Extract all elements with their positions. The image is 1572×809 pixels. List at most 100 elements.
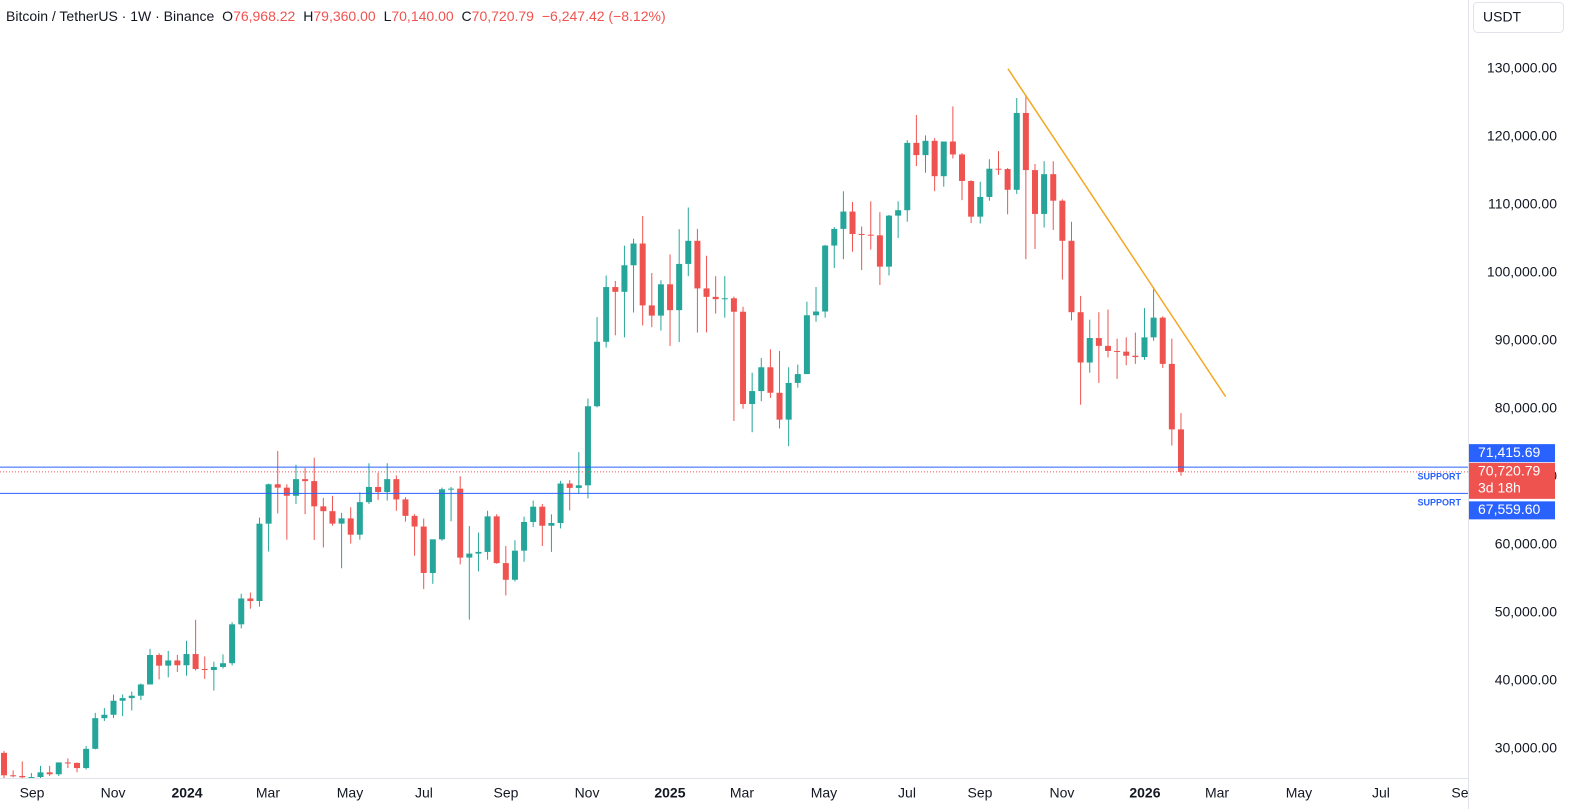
candle-body	[110, 700, 117, 715]
candle-body	[922, 140, 929, 156]
candle-body	[712, 296, 719, 300]
candle-body	[146, 654, 153, 685]
candle-body	[402, 499, 409, 516]
price-tag-label: 67,559.60	[1478, 501, 1540, 517]
candle-body	[302, 479, 309, 482]
x-tick-label: Mar	[730, 785, 754, 801]
candle-body	[19, 775, 26, 778]
candle-body	[630, 243, 637, 266]
plot-area	[1, 68, 1227, 778]
candle-body	[959, 154, 966, 181]
y-tick-label: 130,000.00	[1487, 59, 1557, 75]
candle-body	[429, 539, 436, 573]
candle-body	[238, 598, 245, 625]
x-tick-label: Jul	[415, 785, 433, 801]
x-tick-label: Sep	[20, 785, 45, 801]
candle-body	[895, 210, 902, 216]
candle-body	[949, 141, 956, 155]
y-tick-label: 80,000.00	[1495, 399, 1557, 415]
candle-body	[849, 211, 856, 234]
candle-body	[128, 695, 135, 699]
candle-body	[931, 140, 938, 177]
candle-body	[1050, 174, 1057, 201]
candle-body	[575, 485, 582, 488]
candle-body	[101, 714, 108, 719]
candle-body	[657, 284, 664, 316]
candle-body	[612, 287, 619, 292]
x-tick-label: Jul	[898, 785, 916, 801]
candle-body	[457, 488, 464, 558]
candle-body	[274, 484, 281, 488]
price-tag	[1469, 501, 1555, 520]
candle-body	[539, 506, 546, 526]
price-tag	[1469, 444, 1555, 463]
candle-body	[694, 240, 701, 289]
legend-header: Bitcoin / TetherUS · 1W · Binance O76,96…	[6, 8, 666, 24]
candle-body	[411, 515, 418, 527]
candle-body	[685, 240, 692, 264]
x-tick-label: 2026	[1129, 785, 1160, 801]
x-tick-label: May	[337, 785, 363, 801]
candle-body	[192, 654, 199, 669]
currency-label[interactable]: USDT	[1483, 9, 1522, 25]
candle-body	[940, 141, 947, 177]
candle-body	[803, 315, 810, 375]
candle-body	[904, 142, 911, 211]
field-value: 79,360.00	[313, 8, 375, 24]
candle-body	[28, 777, 35, 778]
candle-body	[1041, 174, 1048, 214]
field-key: C	[462, 8, 472, 24]
candle-body	[511, 550, 518, 580]
candle-body	[1150, 317, 1157, 338]
candle-body	[548, 523, 555, 526]
candle-body	[393, 479, 400, 500]
price-tag-label: 71,415.69	[1478, 444, 1540, 460]
candle-body	[448, 488, 455, 490]
candle-body	[10, 775, 17, 777]
candle-body	[165, 660, 172, 666]
x-tick-label: May	[811, 785, 837, 801]
candle-body	[502, 563, 509, 580]
y-tick-label: 100,000.00	[1487, 263, 1557, 279]
candle-body	[1123, 351, 1130, 356]
x-tick-label: May	[1286, 785, 1312, 801]
candle-body	[603, 287, 610, 342]
candle-body	[1068, 240, 1075, 313]
x-tick-label: Sep	[968, 785, 993, 801]
candle-body	[876, 235, 883, 267]
x-tick-label: 2024	[171, 785, 202, 801]
candle-body	[566, 483, 573, 488]
trendline	[1007, 68, 1227, 398]
candle-body	[493, 516, 500, 564]
candle-body	[977, 196, 984, 217]
candle-body	[183, 654, 190, 666]
candle-body	[1177, 429, 1184, 472]
candle-body	[74, 762, 81, 769]
field-key: L	[384, 8, 392, 24]
candle-body	[484, 516, 491, 552]
candle-body	[968, 180, 975, 217]
price-tag-label: 70,720.79	[1478, 463, 1540, 479]
candle-body	[92, 718, 99, 749]
candle-body	[1132, 355, 1139, 358]
candle-body	[156, 654, 163, 666]
level-text: SUPPORT	[1417, 498, 1461, 508]
candle-body	[1004, 169, 1011, 190]
x-tick-label: Nov	[101, 785, 126, 801]
candle-body	[530, 506, 537, 522]
candle-body	[1031, 170, 1038, 214]
candle-body	[758, 367, 765, 392]
candle-body	[740, 311, 747, 404]
y-tick-label: 30,000.00	[1495, 739, 1557, 755]
currency-button[interactable]	[1473, 2, 1564, 33]
x-tick-label: Mar	[256, 785, 280, 801]
candle-body	[1104, 345, 1111, 351]
candle-body	[365, 486, 372, 503]
field-value: 70,720.79	[472, 8, 534, 24]
candle-body	[995, 168, 1002, 170]
candle-body	[785, 382, 792, 420]
candle-body	[840, 211, 847, 229]
candle-body	[420, 526, 427, 573]
candle-body	[776, 392, 783, 420]
candle-body	[83, 748, 90, 769]
